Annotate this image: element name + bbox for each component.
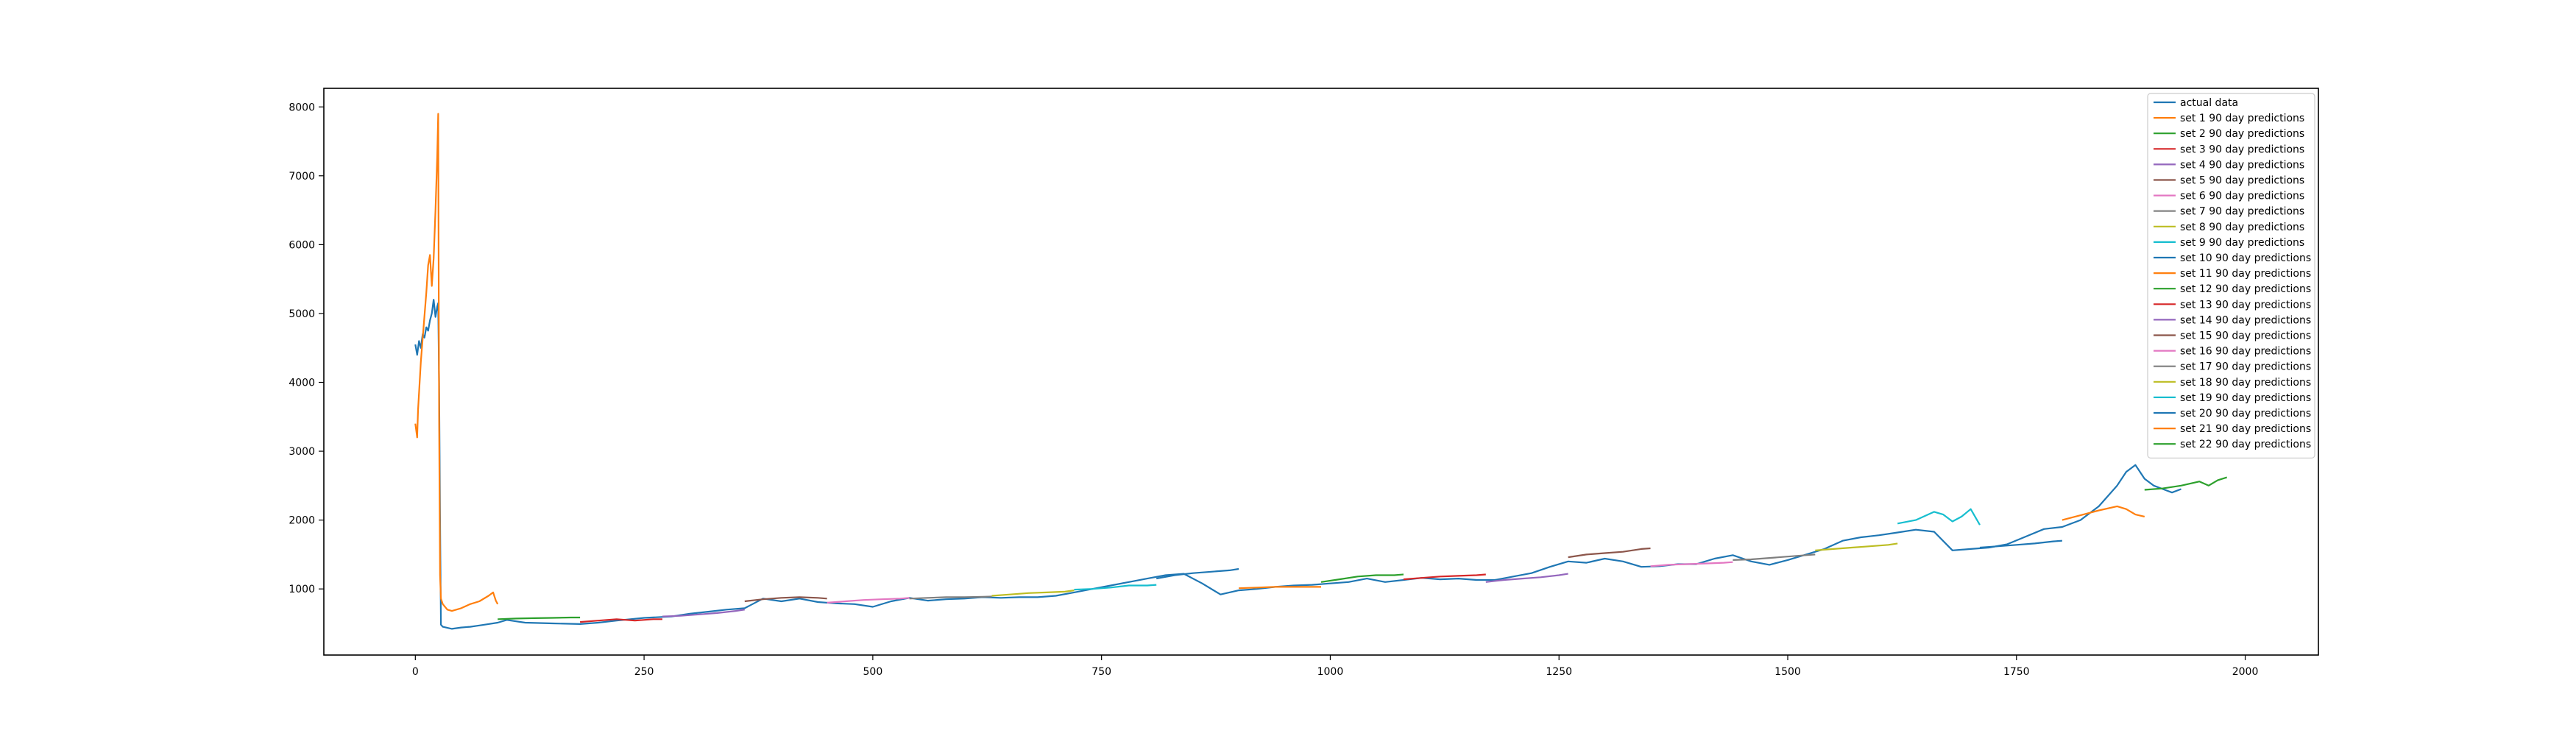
legend-label: set 19 90 day predictions [2180,392,2311,404]
legend-label: set 21 90 day predictions [2180,423,2311,435]
x-tick-label: 1750 [2003,666,2030,678]
x-tick-label: 1000 [1317,666,1344,678]
series-line-set-3 [580,618,662,623]
y-tick-label: 2000 [289,515,315,527]
x-tick-label: 750 [1091,666,1111,678]
legend-label: set 10 90 day predictions [2180,252,2311,264]
series-line-set-14 [1485,573,1568,583]
x-tick-label: 1500 [1774,666,1801,678]
series-line-set-6 [827,597,910,604]
series-line-set-12 [1320,573,1404,583]
series-line-set-7 [909,595,992,600]
plot-area: 0 250 500 750 1000 1250 1500 1750 2000 1000 2000 3… [289,88,2319,678]
series-line-set-1 [414,113,499,612]
series-line-set-8 [991,590,1075,597]
series-line-set-19 [1897,508,1981,526]
x-axis: 0 250 500 750 1000 1250 1500 1750 2000 [412,655,2259,678]
x-tick-label: 0 [412,666,419,678]
axes-frame [323,88,2319,656]
legend-box [2147,93,2315,459]
series-layer [414,113,2228,630]
y-tick-label: 3000 [289,446,315,458]
x-tick-label: 500 [863,666,883,678]
series-line-set-17 [1733,553,1816,561]
legend-label: set 22 90 day predictions [2180,439,2311,450]
legend-label: set 4 90 day predictions [2180,159,2304,171]
legend-label: set 17 90 day predictions [2180,361,2311,373]
y-tick-label: 4000 [289,378,315,389]
series-line-set-16 [1650,561,1733,567]
y-tick-label: 1000 [289,584,315,595]
legend-label: set 16 90 day predictions [2180,346,2311,358]
legend-label: set 8 90 day predictions [2180,222,2304,233]
series-line-set-4 [662,609,745,618]
series-line-set-10 [1156,567,1239,580]
legend: actual data set 1 90 day predictions set 2… [2147,93,2315,459]
x-tick-label: 250 [634,666,654,678]
series-line-set-18 [1815,542,1898,551]
series-line-set-21 [2062,505,2145,521]
series-line-set-5 [744,596,827,603]
x-tick-label: 1250 [1546,666,1572,678]
legend-label: set 2 90 day predictions [2180,128,2304,140]
legend-label: set 1 90 day predictions [2180,113,2304,124]
legend-label: set 13 90 day predictions [2180,299,2311,311]
legend-label: set 15 90 day predictions [2180,330,2311,342]
y-axis: 1000 2000 3000 4000 5000 6000 7000 8000 [289,102,324,595]
legend-label: set 7 90 day predictions [2180,206,2304,218]
legend-label: set 11 90 day predictions [2180,268,2311,280]
series-line-set-2 [498,616,581,620]
legend-label: set 18 90 day predictions [2180,377,2311,389]
y-tick-label: 6000 [289,239,315,251]
legend-label: set 5 90 day predictions [2180,175,2304,187]
legend-label: actual data [2180,97,2238,109]
y-tick-label: 5000 [289,308,315,320]
legend-label: set 9 90 day predictions [2180,237,2304,249]
legend-label: set 20 90 day predictions [2180,408,2311,420]
series-line-set-20 [1979,539,2062,549]
series-line-set-15 [1568,547,1651,559]
legend-label: set 12 90 day predictions [2180,283,2311,295]
legend-label: set 3 90 day predictions [2180,144,2304,155]
y-tick-label: 8000 [289,102,315,113]
series-line-set-22 [2144,476,2228,491]
series-line-set-11 [1239,586,1321,590]
legend-label: set 14 90 day predictions [2180,314,2311,326]
x-tick-label: 2000 [2232,666,2259,678]
series-line-set-13 [1403,573,1486,581]
legend-label: set 6 90 day predictions [2180,191,2304,202]
y-tick-label: 7000 [289,171,315,183]
series-line-set-9 [1074,584,1157,591]
